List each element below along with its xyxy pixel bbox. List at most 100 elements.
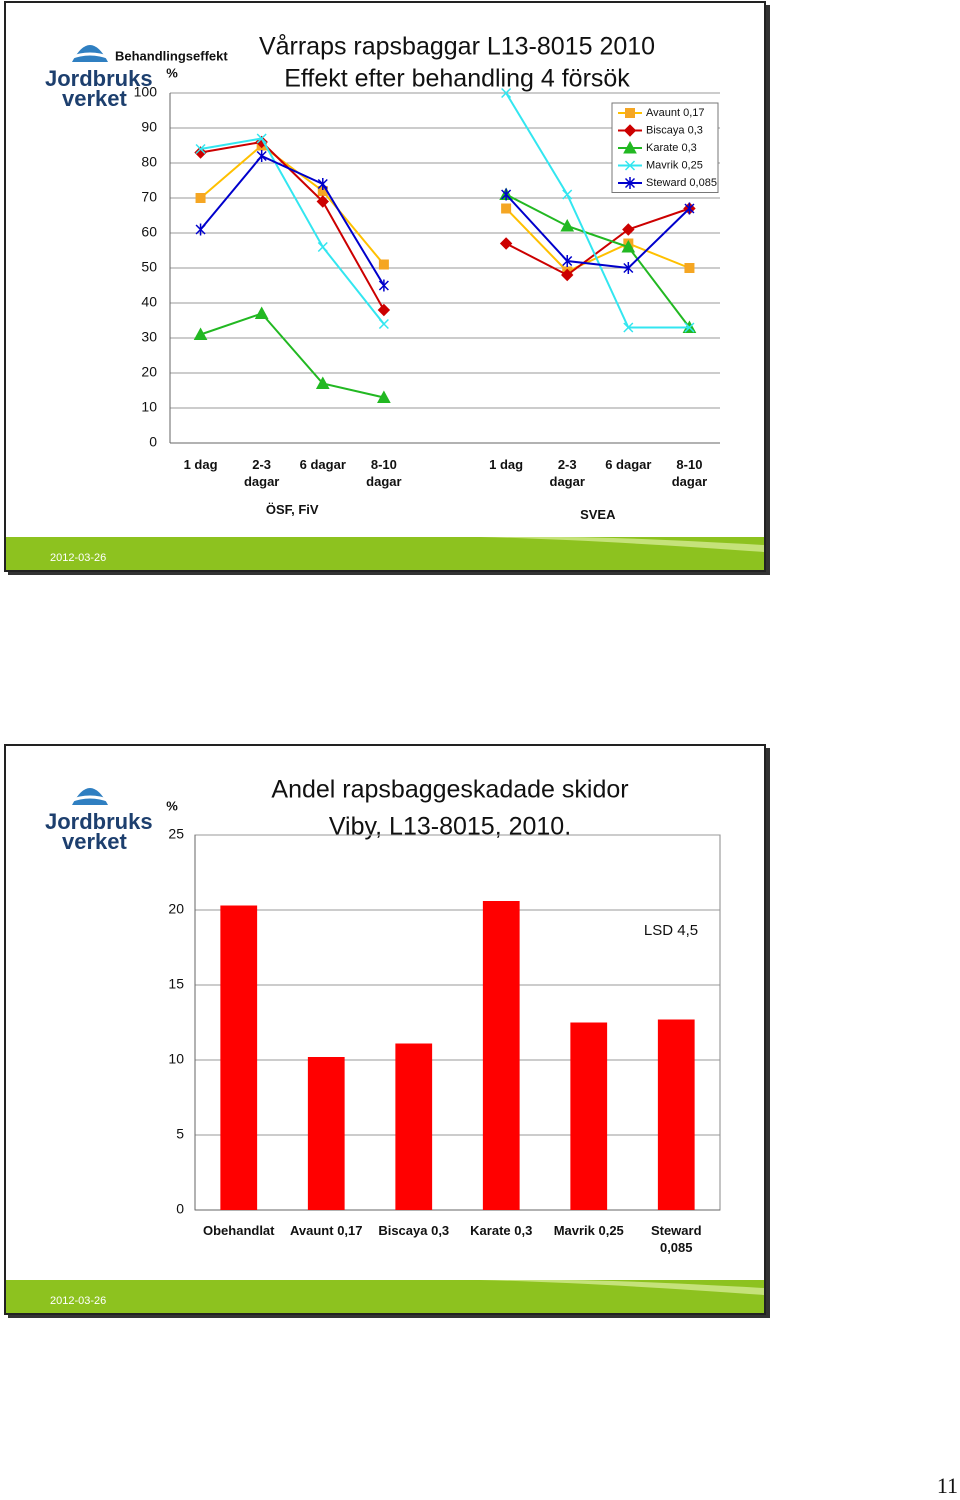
marker — [315, 376, 330, 389]
logo: Jordbruks verket — [45, 788, 153, 854]
marker — [316, 195, 329, 208]
footer-stripe — [480, 1280, 764, 1295]
y-tick-label: 30 — [141, 329, 157, 345]
x-tick-label: Avaunt 0,17 — [290, 1223, 363, 1238]
bar — [657, 1019, 695, 1210]
legend-label: Steward 0,085 — [646, 177, 717, 189]
y-tick-label: 20 — [168, 901, 184, 917]
legend-marker — [624, 177, 636, 189]
x-tick-label: 8-10 dagar — [671, 457, 708, 489]
annotation: LSD 4,5 — [644, 922, 698, 939]
y-tick-label: 5 — [176, 1126, 184, 1142]
marker — [256, 133, 267, 144]
y-tick-label: 60 — [141, 224, 157, 240]
y-tick-label: 10 — [141, 399, 157, 415]
y-tick-label: 80 — [141, 154, 157, 170]
marker — [684, 263, 695, 273]
marker — [501, 188, 512, 201]
marker — [194, 146, 207, 159]
slide-date: 2012-03-26 — [50, 552, 106, 564]
chart-title: Vårraps rapsbaggar L13-8015 2010 — [259, 33, 655, 61]
group-label: ÖSF, FiV — [265, 502, 319, 517]
y-title: Behandlingseffekt — [115, 48, 228, 63]
x-tick-label: Mavrik 0,25 — [553, 1223, 624, 1238]
marker — [195, 193, 206, 203]
bar — [307, 1057, 345, 1210]
logo-mark — [69, 795, 111, 803]
marker — [499, 237, 513, 250]
x-tick-label: 6 dagar — [605, 457, 652, 472]
marker — [195, 223, 206, 236]
y-tick-label: 100 — [134, 84, 158, 100]
marker — [561, 268, 574, 282]
marker — [623, 322, 634, 333]
marker — [622, 223, 635, 236]
slide-frame — [4, 744, 766, 1315]
legend-marker — [623, 124, 637, 137]
x-tick-label: 6 dagar — [299, 457, 346, 472]
logo-text: Jordbruks — [45, 809, 153, 834]
marker — [684, 322, 695, 333]
logo-text: verket — [62, 86, 128, 111]
footer-stripe — [480, 537, 764, 552]
logo-text: verket — [62, 829, 128, 854]
x-tick-label: 1 dag — [489, 457, 524, 472]
slide-date: 2012-03-26 — [50, 1295, 106, 1307]
series-line — [200, 92, 690, 329]
x-tick-label: 8-10 dagar — [366, 457, 402, 489]
marker — [378, 279, 389, 292]
marker — [317, 241, 328, 253]
marker — [256, 150, 267, 162]
y-tick-label: 15 — [168, 976, 184, 992]
legend-marker — [624, 160, 636, 171]
x-tick-label: 2-3 dagar — [243, 457, 280, 489]
y-tick-label: 50 — [141, 259, 157, 275]
chart-subtitle: Viby, L13-8015, 2010. — [329, 813, 571, 841]
marker — [378, 259, 389, 270]
marker — [562, 255, 573, 267]
x-tick-label: Steward 0,085 — [650, 1223, 702, 1255]
marker — [195, 143, 206, 155]
chart-subtitle: Effekt efter behandling 4 försök — [284, 65, 630, 93]
bar — [482, 901, 520, 1210]
y-tick-label: 20 — [141, 364, 157, 380]
y-unit: % — [166, 798, 178, 813]
y-tick-label: 40 — [141, 294, 157, 310]
legend-label: Karate 0,3 — [646, 142, 697, 154]
marker — [501, 87, 512, 99]
series-line — [200, 140, 690, 311]
bar — [220, 905, 258, 1210]
page-number: 11 — [937, 1473, 958, 1498]
marker — [377, 390, 391, 403]
x-tick-label: Biscaya 0,3 — [378, 1223, 450, 1238]
y-unit: % — [166, 65, 178, 80]
y-tick-label: 25 — [168, 826, 184, 842]
legend-label: Mavrik 0,25 — [646, 159, 703, 171]
x-tick-label: Obehandlat — [202, 1223, 275, 1238]
legend-label: Biscaya 0,3 — [646, 124, 703, 136]
marker — [560, 218, 575, 232]
y-tick-label: 90 — [141, 119, 157, 135]
group-label: SVEA — [580, 507, 616, 522]
marker — [377, 303, 391, 317]
bar — [395, 1043, 433, 1210]
legend-marker — [623, 140, 637, 154]
marker — [378, 318, 389, 330]
marker — [621, 239, 636, 253]
x-tick-label: Karate 0,3 — [470, 1223, 533, 1238]
logo: Jordbruks verket — [45, 45, 153, 111]
y-tick-label: 0 — [149, 434, 157, 450]
bar — [570, 1022, 608, 1210]
x-tick-label: 2-3 dagar — [549, 457, 585, 489]
logo-mark — [69, 52, 111, 60]
y-tick-label: 0 — [176, 1201, 184, 1217]
marker — [254, 306, 269, 319]
marker — [562, 189, 573, 200]
series-line — [199, 154, 691, 287]
legend-marker — [625, 108, 635, 118]
marker — [623, 262, 634, 274]
x-tick-label: 1 dag — [183, 457, 218, 472]
chart-title: Andel rapsbaggeskadade skidor — [271, 776, 628, 804]
